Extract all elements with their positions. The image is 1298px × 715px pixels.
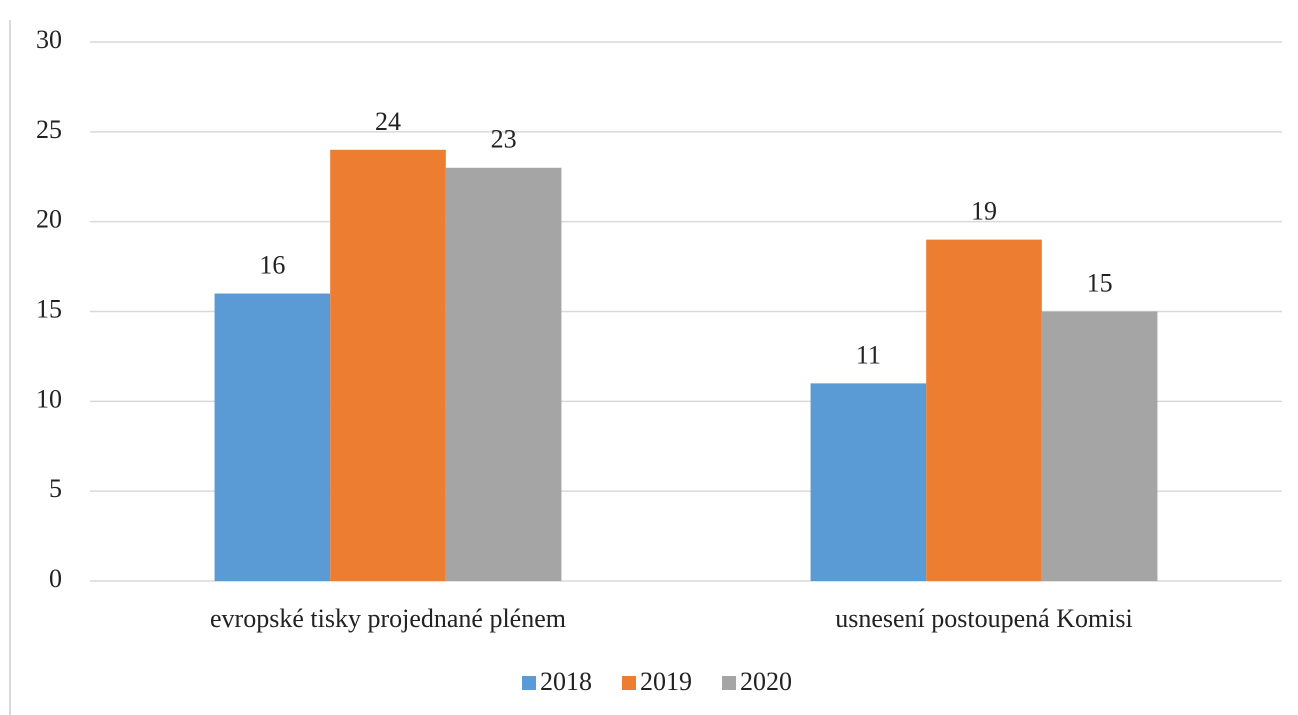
- legend-swatch: [522, 676, 536, 690]
- legend-label: 2018: [540, 667, 592, 696]
- bar: [810, 383, 927, 581]
- bar: [1041, 311, 1158, 581]
- legend-swatch: [722, 676, 736, 690]
- value-label: 19: [971, 197, 997, 226]
- value-label: 24: [375, 107, 401, 136]
- value-label: 23: [491, 125, 517, 154]
- legend-label: 2020: [740, 667, 792, 696]
- y-tick-label: 25: [36, 115, 62, 144]
- bar: [445, 167, 562, 581]
- bar: [214, 293, 331, 581]
- legend-label: 2019: [640, 667, 692, 696]
- y-tick-label: 0: [49, 564, 62, 593]
- x-tick-label: evropské tisky projednané plénem: [210, 604, 566, 633]
- y-tick-label: 10: [36, 384, 62, 413]
- bar: [926, 239, 1042, 581]
- y-tick-label: 5: [49, 474, 62, 503]
- value-label: 11: [856, 340, 881, 369]
- y-tick-label: 30: [36, 25, 62, 54]
- value-label: 16: [259, 251, 285, 280]
- legend-swatch: [622, 676, 636, 690]
- x-tick-label: usnesení postoupená Komisi: [835, 604, 1133, 633]
- y-tick-label: 15: [36, 294, 62, 323]
- y-tick-label: 20: [36, 205, 62, 234]
- bar: [330, 149, 446, 582]
- value-label: 15: [1087, 268, 1113, 297]
